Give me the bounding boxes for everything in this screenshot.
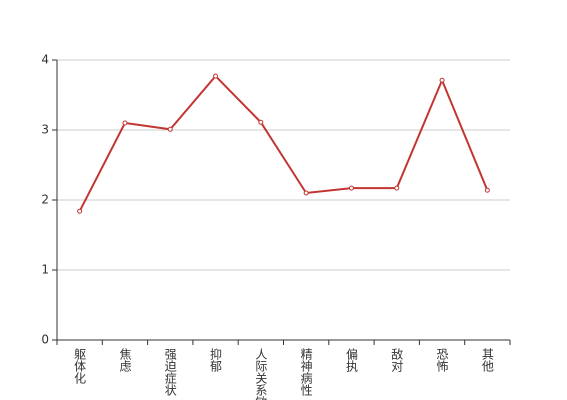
x-tick-label: 人际关系敏感	[254, 348, 268, 400]
x-tick-label: 精神病性	[299, 348, 313, 397]
x-tick-label: 强迫症状	[163, 348, 177, 396]
y-tick-label: 2	[41, 193, 49, 207]
x-tick-label: 敌对	[390, 347, 404, 372]
point	[348, 185, 354, 191]
point	[77, 208, 83, 214]
y-tick-label: 0	[41, 333, 49, 347]
point	[484, 187, 490, 193]
point	[303, 190, 309, 196]
point	[258, 119, 264, 125]
point	[439, 77, 445, 83]
x-tick-label: 偏执	[344, 347, 358, 373]
line	[78, 74, 489, 212]
x-tick-label: 其他	[480, 348, 494, 372]
x-tick-label: 恐怖	[435, 348, 449, 372]
y-tick-label: 1	[41, 263, 49, 277]
y-tick-label: 3	[41, 123, 49, 137]
y-tick-label: 4	[41, 53, 49, 67]
point	[213, 73, 219, 79]
x-tick-label: 焦虑	[118, 348, 132, 372]
x-tick-label: 抑郁	[209, 347, 223, 373]
x-tick-label: 躯体化	[73, 347, 87, 385]
point	[122, 120, 128, 126]
point	[167, 126, 173, 132]
point	[394, 185, 400, 191]
